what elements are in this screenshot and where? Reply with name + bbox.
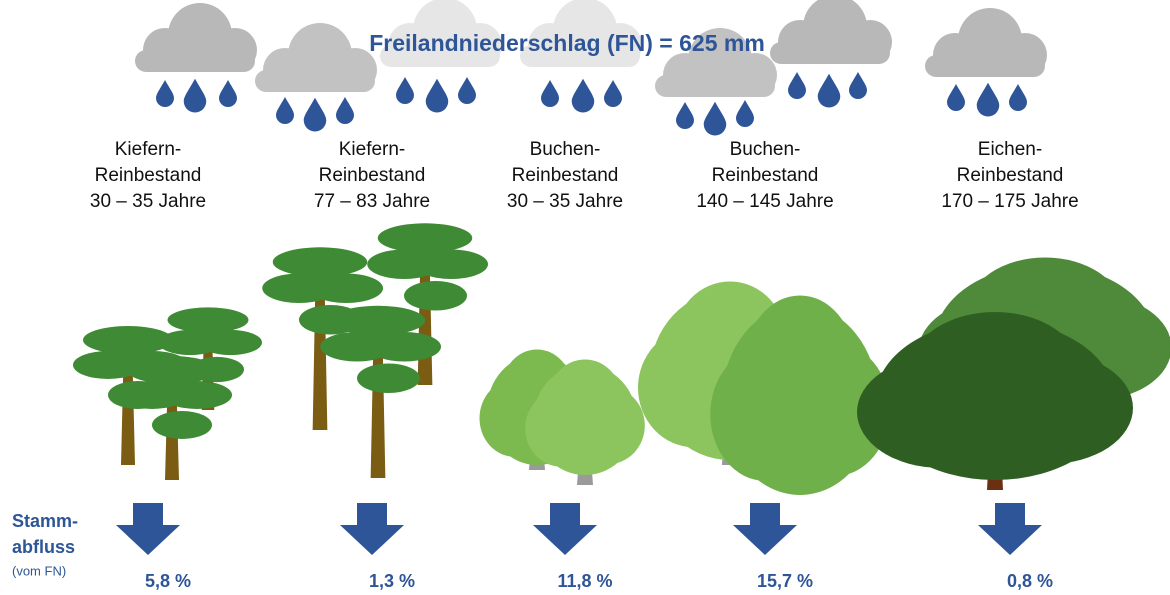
arrow: [533, 503, 597, 555]
stand-label: Reinbestand: [712, 165, 819, 186]
crown: [404, 281, 467, 311]
crown: [83, 326, 173, 354]
stand-label: Kiefern-: [339, 139, 406, 160]
stammabfluss-value: 0,8 %: [1007, 571, 1053, 591]
stand-label: 140 – 145 Jahre: [696, 191, 833, 212]
raindrop: [976, 82, 1000, 117]
broadleaf-tree: [525, 359, 645, 485]
raindrop: [947, 84, 965, 111]
arrow: [340, 503, 404, 555]
raindrop: [849, 72, 867, 99]
cloud-part: [520, 45, 640, 67]
raindrop: [788, 72, 806, 99]
broadleaf-tree: [710, 295, 890, 495]
stand-label: Buchen-: [730, 139, 801, 160]
title: Freilandniederschlag (FN) = 625 mm: [369, 30, 765, 56]
cloud-part: [255, 70, 375, 92]
raindrop: [1009, 84, 1027, 111]
stand-label: 77 – 83 Jahre: [314, 191, 430, 212]
cloud: [255, 23, 377, 92]
crown: [309, 273, 383, 303]
raindrop: [604, 80, 622, 107]
raindrop: [703, 101, 727, 136]
trunk: [312, 262, 328, 430]
stand-label: Reinbestand: [512, 165, 619, 186]
stammabfluss-value: 11,8 %: [557, 571, 612, 591]
trunk: [370, 320, 386, 478]
stand-label: 30 – 35 Jahre: [507, 191, 623, 212]
crown: [167, 307, 249, 333]
crown: [357, 363, 420, 393]
cloud: [770, 0, 892, 64]
crown: [548, 359, 622, 437]
cloud-part: [770, 42, 890, 64]
stammabfluss-value: 1,3 %: [369, 571, 415, 591]
raindrop: [396, 77, 414, 104]
stammabfluss-value: 15,7 %: [757, 571, 813, 591]
cloud-part: [655, 75, 775, 97]
raindrop: [303, 97, 327, 132]
cloud-part: [925, 55, 1045, 77]
pine-tree: [367, 223, 488, 385]
stand-label: Eichen-: [978, 139, 1042, 160]
cloud-part: [135, 50, 255, 72]
stand-label: 30 – 35 Jahre: [90, 191, 206, 212]
crown: [414, 249, 488, 279]
pine-tree: [320, 305, 441, 478]
cloud: [135, 3, 257, 72]
raindrop: [458, 77, 476, 104]
crown: [162, 381, 232, 409]
crown: [127, 356, 217, 384]
stand-label: Buchen-: [530, 139, 601, 160]
raindrop: [336, 97, 354, 124]
row-label: abfluss: [12, 537, 75, 557]
illustrations: [73, 0, 1170, 555]
cloud: [520, 0, 642, 67]
raindrop: [156, 80, 174, 107]
stand-label: Reinbestand: [95, 165, 202, 186]
broadleaf-tree: [857, 312, 1133, 490]
arrow: [978, 503, 1042, 555]
crown: [367, 332, 441, 362]
raindrop: [817, 73, 841, 108]
raindrop: [276, 97, 294, 124]
crown: [377, 223, 473, 253]
raindrop: [219, 80, 237, 107]
cloud: [380, 0, 502, 67]
raindrop: [183, 78, 207, 113]
raindrop: [736, 100, 754, 127]
raindrop: [541, 80, 559, 107]
stand-label: 170 – 175 Jahre: [941, 191, 1078, 212]
arrow: [116, 503, 180, 555]
crown: [152, 411, 212, 439]
cloud: [655, 28, 777, 97]
crown: [272, 247, 368, 277]
crown: [745, 295, 855, 429]
pine-tree: [117, 356, 232, 480]
crown: [199, 329, 262, 356]
crown: [330, 305, 426, 336]
row-label: Stamm-: [12, 511, 78, 531]
raindrop: [676, 102, 694, 129]
cloud-part: [380, 45, 500, 67]
crown: [911, 312, 1079, 424]
stammabfluss-value: 5,8 %: [145, 571, 191, 591]
stand-label: Kiefern-: [115, 139, 182, 160]
cloud: [925, 8, 1047, 77]
raindrop: [571, 78, 595, 113]
stand-label: Reinbestand: [957, 165, 1064, 186]
stand-label: Reinbestand: [319, 165, 426, 186]
arrow: [733, 503, 797, 555]
row-note: (vom FN): [12, 563, 66, 578]
raindrop: [425, 78, 449, 113]
